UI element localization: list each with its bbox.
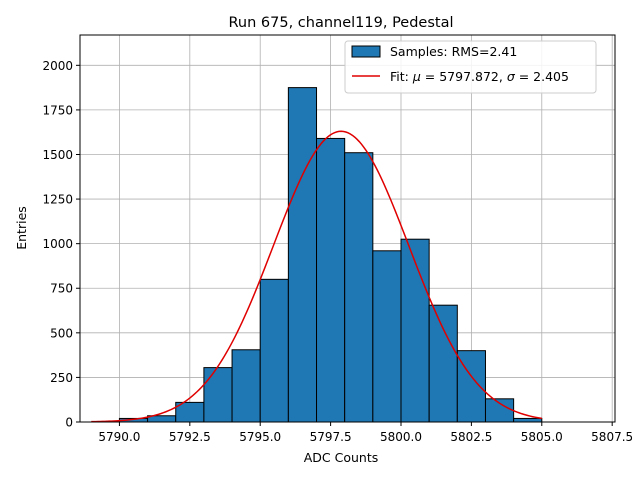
y-axis-ticks: 0 250 500 750 1000 1250 1500 1750 2000 (42, 59, 80, 430)
histogram-bar (316, 137, 346, 423)
y-tick-label: 1000 (42, 237, 73, 251)
x-axis-ticks: 5790.0 5792.5 5795.0 5797.5 5800.0 5802.5 5805… (98, 422, 633, 444)
x-tick-label: 5807.5 (591, 430, 633, 444)
histogram-bar (259, 278, 289, 423)
x-tick-label: 5802.5 (450, 430, 492, 444)
x-tick-label: 5805.0 (521, 430, 563, 444)
legend-label-fit: Fit: μ = 5797.872, σ = 2.405 (390, 69, 569, 84)
y-tick-label: 1250 (42, 193, 73, 207)
legend: Samples: RMS=2.41 Fit: μ = 5797.872, σ =… (344, 40, 597, 94)
x-tick-label: 5795.0 (239, 430, 281, 444)
x-tick-label: 5792.5 (169, 430, 211, 444)
plot-frame (79, 34, 616, 423)
histogram-bar (513, 417, 543, 423)
x-tick-label: 5800.0 (380, 430, 422, 444)
y-tick-label: 0 (65, 416, 73, 430)
y-axis-label: Entries (14, 206, 29, 250)
histogram-bar (231, 349, 261, 423)
histogram-bar (203, 367, 233, 423)
histogram-bar (344, 152, 374, 423)
legend-swatch-samples (351, 45, 381, 58)
y-tick-label: 750 (50, 282, 73, 296)
fit-sigma-symbol: σ (507, 69, 516, 84)
y-tick-label: 1500 (42, 148, 73, 162)
x-tick-label: 5790.0 (98, 430, 140, 444)
y-tick-label: 500 (50, 326, 73, 340)
x-tick-label: 5797.5 (310, 430, 352, 444)
chart-title: Run 675, channel119, Pedestal (228, 15, 453, 31)
histogram-bar (372, 250, 402, 423)
fit-curve (91, 130, 542, 423)
y-tick-label: 2000 (42, 59, 73, 73)
legend-box (344, 40, 597, 94)
fit-mu-value: = 5797.872, (421, 69, 507, 84)
fit-prefix: Fit: (390, 69, 413, 84)
fit-sigma-value: = 2.405 (515, 69, 569, 84)
fit-mu-symbol: μ (412, 69, 421, 84)
histogram-bar (287, 87, 318, 423)
histogram-bar (428, 304, 458, 423)
legend-label-samples: Samples: RMS=2.41 (390, 44, 517, 59)
y-tick-label: 250 (50, 371, 73, 385)
x-axis-label: ADC Counts (304, 450, 379, 465)
y-tick-label: 1750 (42, 103, 73, 117)
histogram-bar (400, 238, 430, 423)
histogram-bars (118, 87, 543, 423)
